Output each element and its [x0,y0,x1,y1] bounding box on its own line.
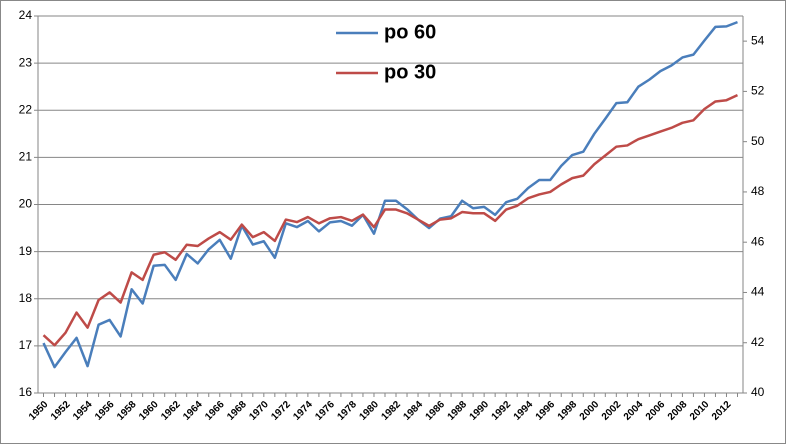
y2-tick-label: 42 [751,335,765,349]
y-tick-label: 18 [19,291,33,305]
y-tick-label: 22 [19,102,33,116]
y-tick-label: 17 [19,338,33,352]
y2-tick-label: 50 [751,134,765,148]
y2-tick-label: 40 [751,385,765,399]
y2-tick-label: 52 [751,84,765,98]
y2-tick-label: 48 [751,184,765,198]
series-line [42,20,738,369]
y2-tick-label: 54 [751,33,765,47]
y-tick-label: 19 [19,244,33,258]
y-tick-label: 20 [19,197,33,211]
y-tick-label: 23 [19,55,33,69]
legend-text: po 30 [384,61,436,83]
series-line [42,94,739,347]
legend-text: po 60 [384,21,436,43]
y-tick-label: 24 [19,8,33,22]
y2-tick-label: 44 [751,285,765,299]
y-tick-label: 21 [19,150,33,164]
y2-tick-label: 46 [751,234,765,248]
y-tick-label: 16 [19,385,33,399]
